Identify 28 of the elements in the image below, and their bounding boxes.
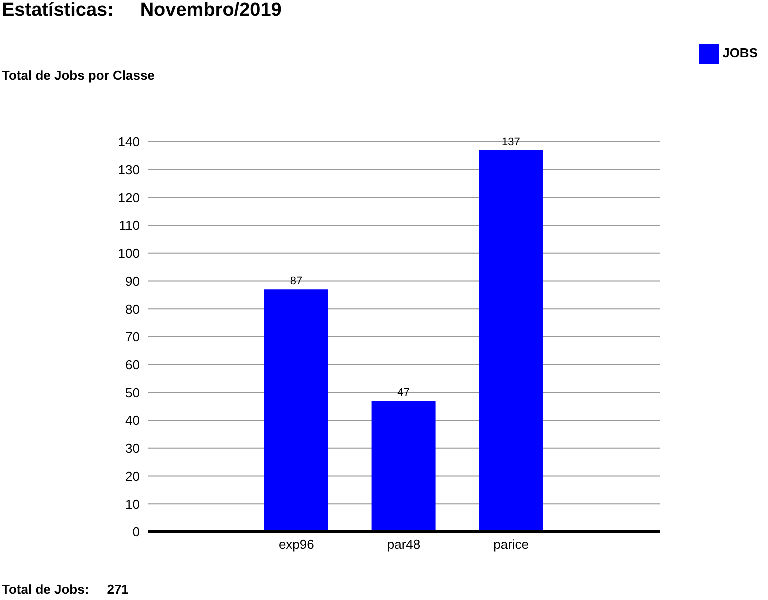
y-tick-label: 40 — [126, 413, 140, 428]
y-tick-label: 60 — [126, 357, 140, 372]
y-tick-label: 90 — [126, 274, 140, 289]
y-tick-label: 100 — [118, 246, 140, 262]
bar — [372, 401, 436, 532]
bar — [264, 290, 328, 532]
y-tick-label: 70 — [126, 330, 140, 345]
y-tick-label: 50 — [126, 385, 140, 400]
x-tick-label: parice — [494, 537, 530, 552]
chart-title: Estatísticas: Novembro/2019 — [2, 0, 282, 22]
data-label: 137 — [502, 136, 520, 148]
x-tick-label: exp96 — [278, 537, 314, 552]
y-tick-label: 110 — [119, 218, 140, 234]
y-tick-label: 80 — [126, 302, 140, 317]
data-label: 87 — [290, 276, 303, 288]
y-tick-label: 30 — [126, 441, 140, 456]
x-tick-label: par48 — [387, 537, 421, 552]
y-tick-label: 120 — [118, 190, 140, 206]
legend-label: JOBS — [722, 45, 758, 60]
text: Total de Jobs: 271 — [2, 582, 129, 597]
y-tick-label: 130 — [118, 162, 140, 178]
y-axis-title: Total de Jobs por Classe — [2, 68, 155, 83]
data-label: 47 — [398, 387, 410, 400]
y-tick-label: 10 — [126, 496, 140, 512]
bar — [479, 150, 544, 532]
y-tick-label: 20 — [126, 468, 140, 484]
y-tick-label: 0 — [132, 524, 140, 540]
y-tick-label: 140 — [118, 134, 140, 150]
